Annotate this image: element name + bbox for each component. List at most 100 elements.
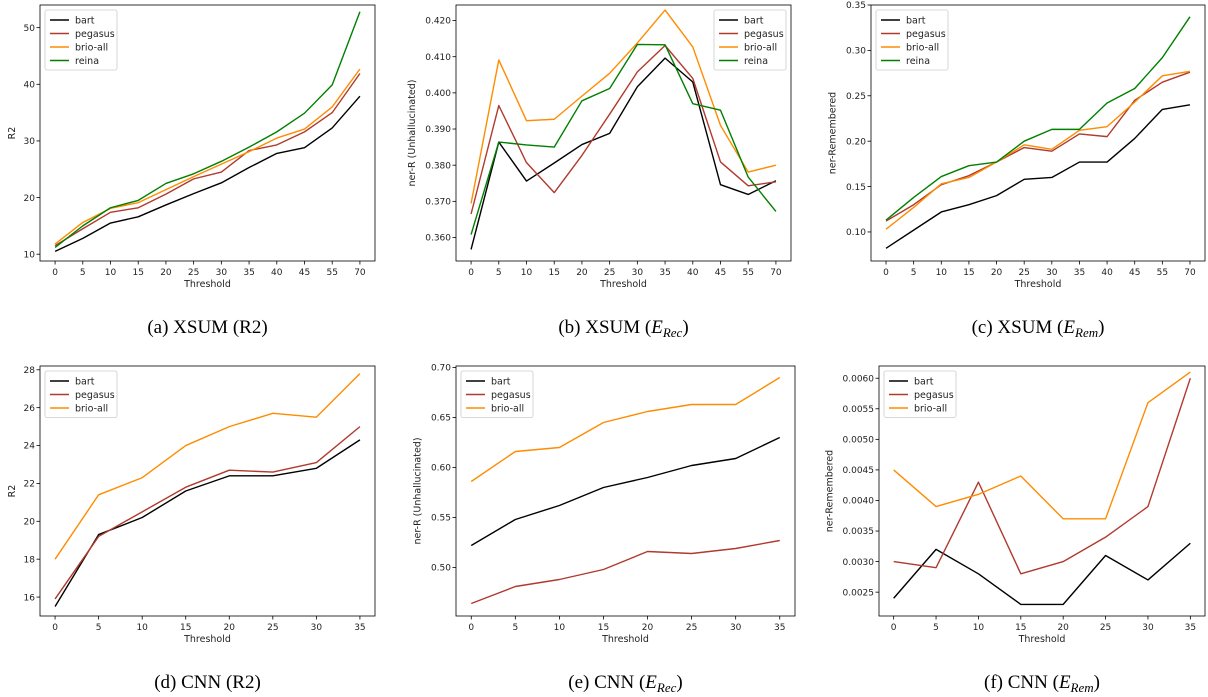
y-tick-label: 0.380 <box>425 161 451 171</box>
chart-panel-a: 0 5 10 15 20 25 30 35 40 45 55 70 10 20 30 40 50 Threshol… <box>7 4 376 338</box>
series-line-pegasus <box>470 44 777 215</box>
series-line-reina <box>885 16 1191 221</box>
caption-close: ) <box>682 317 688 338</box>
panel-caption: (c) XSUM (ERem) <box>972 317 1105 340</box>
caption-symbol: E <box>644 672 657 693</box>
legend-label: pegasus <box>744 29 784 40</box>
series-line-bart <box>54 439 361 607</box>
x-tick-label: 5 <box>911 268 917 278</box>
x-tick-label: 45 <box>715 268 726 278</box>
legend-label: pegasus <box>75 390 115 401</box>
x-tick-label: 25 <box>1018 268 1029 278</box>
x-tick-label: 15 <box>963 268 974 278</box>
y-tick-label: 0.55 <box>431 514 451 524</box>
legend-box <box>460 370 534 418</box>
y-tick-label: 10 <box>24 250 36 260</box>
x-tick-label: 0 <box>52 268 58 278</box>
series-line-pegasus <box>54 73 361 247</box>
caption-subscript: Rem <box>1070 680 1094 695</box>
legend-label: brio-all <box>491 403 524 414</box>
x-tick-label: 10 <box>105 268 117 278</box>
legend-label: pegasus <box>906 29 946 40</box>
y-tick-label: 26 <box>24 404 36 414</box>
x-tick-label: 55 <box>1157 268 1168 278</box>
y-tick-label: 0.420 <box>425 17 451 27</box>
legend: bart pegasus brio-all <box>44 370 118 418</box>
x-tick-label: 40 <box>1101 268 1113 278</box>
y-tick-label: 30 <box>24 137 36 147</box>
legend-box <box>44 370 118 418</box>
legend-label: brio-all <box>75 403 108 414</box>
y-tick-label: 0.60 <box>431 464 451 474</box>
x-tick-label: 30 <box>311 623 323 633</box>
plot-frame <box>39 365 376 617</box>
x-tick-label: 45 <box>1129 268 1140 278</box>
panel-caption: (f) CNN (ERem) <box>984 672 1100 695</box>
y-tick-label: 24 <box>24 442 36 452</box>
x-tick-label: 15 <box>548 268 559 278</box>
y-tick-label: 0.65 <box>431 414 451 424</box>
x-tick-label: 45 <box>299 268 310 278</box>
y-axis-label: ner-Remembered <box>825 450 836 532</box>
x-tick-label: 30 <box>632 268 644 278</box>
caption-subscript: Rem <box>1074 325 1098 340</box>
legend: bart pegasus brio-all reina <box>44 9 118 71</box>
legend: bart pegasus brio-all reina <box>875 9 949 71</box>
y-tick-label: 0.370 <box>425 198 451 208</box>
y-tick-label: 0.390 <box>425 125 451 135</box>
series-line-pegasus <box>893 378 1191 575</box>
series-line-brio-all <box>470 376 781 483</box>
legend-label: reina <box>906 56 930 67</box>
x-tick-label: 20 <box>160 268 172 278</box>
plot-frame <box>870 4 1206 262</box>
legend: bart pegasus brio-all reina <box>713 9 787 71</box>
y-tick-label: 0.35 <box>846 1 866 11</box>
legend-label: pegasus <box>491 390 531 401</box>
x-tick-label: 40 <box>271 268 283 278</box>
x-tick-label: 20 <box>642 623 654 633</box>
caption-symbol: E <box>1058 672 1071 693</box>
x-tick-label: 35 <box>354 623 365 633</box>
legend-label: pegasus <box>75 29 115 40</box>
chart-panel-f: 0 5 10 15 20 25 30 35 0.0025 0.0030 0.0035 0.0040 0.… <box>825 365 1206 695</box>
y-tick-label: 0.0045 <box>843 466 875 476</box>
legend-label: brio-all <box>744 42 777 53</box>
x-tick-label: 5 <box>512 623 518 633</box>
x-tick-label: 35 <box>1185 623 1196 633</box>
x-tick-label: 10 <box>554 623 566 633</box>
series-line-brio-all <box>54 373 361 560</box>
legend-label: bart <box>906 15 926 26</box>
x-tick-label: 15 <box>1015 623 1026 633</box>
legend-box <box>713 9 787 71</box>
x-tick-label: 25 <box>604 268 615 278</box>
y-tick-label: 0.360 <box>425 234 451 244</box>
panel-caption: (d) CNN (R2) <box>154 672 261 693</box>
y-tick-label: 28 <box>24 366 36 376</box>
x-tick-label: 35 <box>243 268 254 278</box>
y-tick-label: 0.0030 <box>843 558 875 568</box>
x-tick-label: 5 <box>80 268 86 278</box>
y-tick-label: 0.400 <box>425 89 451 99</box>
x-tick-label: 20 <box>576 268 588 278</box>
y-axis-label: R2 <box>7 127 18 140</box>
x-tick-label: 25 <box>686 623 697 633</box>
legend: bart pegasus brio-all <box>460 370 534 418</box>
legend-label: bart <box>75 15 95 26</box>
legend-label: bart <box>75 376 95 387</box>
x-tick-label: 5 <box>96 623 102 633</box>
y-axis-label: R2 <box>7 485 18 498</box>
legend-label: bart <box>744 15 764 26</box>
x-tick-label: 30 <box>730 623 742 633</box>
y-tick-label: 0.20 <box>846 137 866 147</box>
legend-label: brio-all <box>75 42 108 53</box>
y-tick-label: 0.70 <box>431 364 451 374</box>
series-line-brio-all <box>885 70 1191 230</box>
x-tick-label: 30 <box>216 268 228 278</box>
x-tick-label: 0 <box>883 268 889 278</box>
caption-close: ) <box>1094 672 1100 693</box>
x-tick-label: 70 <box>770 268 782 278</box>
legend-box <box>875 9 949 71</box>
y-tick-label: 0.410 <box>425 53 451 63</box>
chart-panel-d: 0 5 10 15 20 25 30 35 16 18 20 22 24 26 28 Threshold R2 b… <box>7 365 376 693</box>
legend-label: reina <box>744 56 768 67</box>
